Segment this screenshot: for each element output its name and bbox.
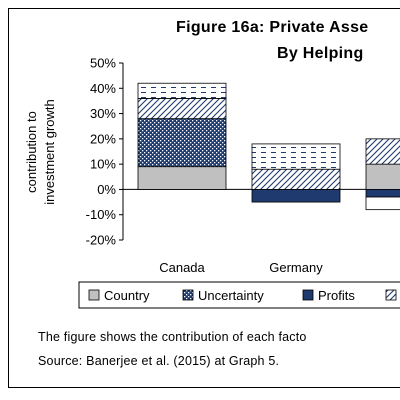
bar-segment: [365, 138, 400, 165]
legend-swatch: [385, 289, 397, 301]
y-tick-label: 10%: [90, 157, 116, 172]
category-label: Canada: [159, 260, 205, 275]
category-label: Germany: [269, 260, 323, 275]
y-tick-label: 0%: [97, 182, 116, 197]
bar-segment: [365, 196, 400, 211]
legend-label: Country: [104, 288, 150, 303]
bar-segment: [365, 189, 400, 198]
y-tick-label: 50%: [90, 56, 116, 71]
y-tick-label: -10%: [86, 207, 117, 222]
bar-segment: [137, 166, 227, 190]
y-axis-label: investment growth: [42, 99, 57, 205]
y-tick-label: -20%: [86, 233, 117, 248]
legend-swatch: [302, 289, 314, 301]
legend-label: Uncertainty: [198, 288, 264, 303]
legend-swatch: [88, 289, 100, 301]
y-axis-label: contribution to: [24, 111, 39, 193]
y-tick-label: 30%: [90, 106, 116, 121]
y-tick-label: 40%: [90, 81, 116, 96]
bar-segment: [251, 189, 341, 203]
chart-title-line-1: Figure 16a: Private Asse: [176, 19, 369, 36]
bar-segment: [137, 98, 227, 120]
bar-segment: [251, 143, 341, 170]
figure-frame: [8, 8, 400, 388]
legend-label: Profits: [318, 288, 355, 303]
chart-title-line-2: By Helping: [277, 45, 364, 62]
bar-segment: [365, 163, 400, 190]
y-tick-label: 20%: [90, 131, 116, 146]
figure-caption: The figure shows the contribution of eac…: [38, 330, 307, 344]
legend-swatch: [182, 289, 194, 301]
plot-area: 50% 40% 30% 20% 10% 0% -10% -20% contribution to…: [24, 56, 400, 275]
legend: Country Uncertainty Profits: [78, 281, 400, 309]
bar-segment: [137, 82, 227, 99]
figure-source: Source: Banerjee et al. (2015) at Graph …: [38, 354, 280, 368]
bar-segment: [137, 118, 227, 168]
bar-segment: [251, 168, 341, 190]
legend-box: [78, 281, 400, 309]
